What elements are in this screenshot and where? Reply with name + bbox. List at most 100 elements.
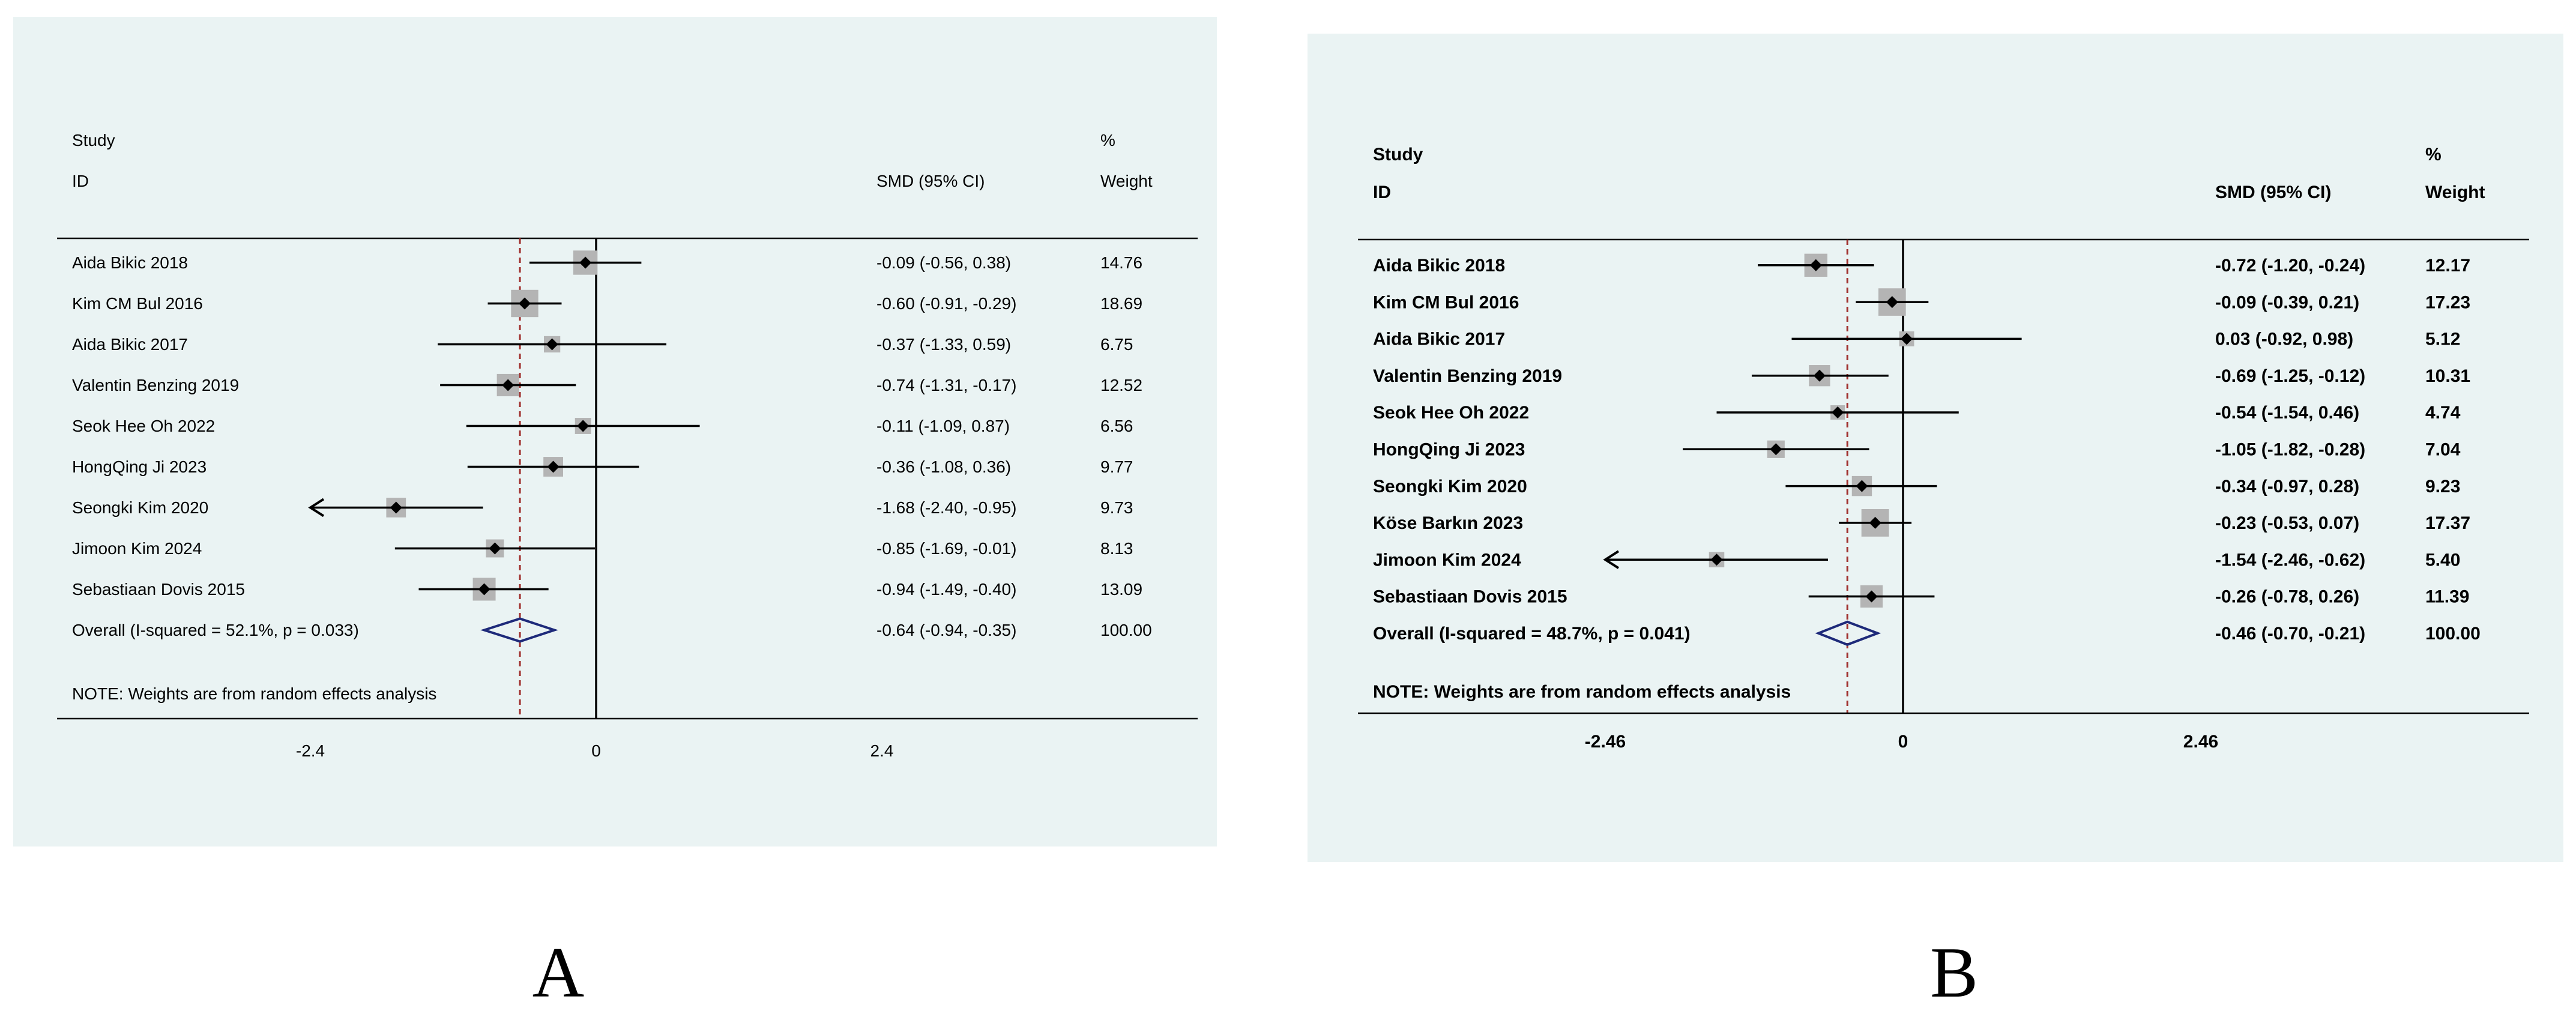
panel-b-study-weight: 11.39: [2425, 587, 2469, 607]
panel-a-letter: A: [532, 932, 585, 1012]
panel-b-study-ci: -0.34 (-0.97, 0.28): [2215, 477, 2359, 496]
panel-a-study-weight: 9.73: [1100, 498, 1133, 517]
panel-b-study-label: Valentin Benzing 2019: [1373, 366, 1562, 386]
panel-b-study-weight: 7.04: [2425, 440, 2461, 460]
panel-a-study-weight: 13.09: [1100, 580, 1142, 599]
panel-b-point-estimate: [1865, 590, 1878, 603]
panel-a-overall-label: Overall (I-squared = 52.1%, p = 0.033): [72, 621, 359, 639]
panel-a-study-ci: -0.36 (-1.08, 0.36): [876, 457, 1011, 476]
panel-b-study-ci: -0.69 (-1.25, -0.12): [2215, 366, 2365, 386]
panel-a-point-estimate: [478, 583, 490, 596]
panel-a-header-id: ID: [72, 172, 89, 190]
panel-a-header-percent: %: [1100, 131, 1115, 149]
panel-a-overall-ci: -0.64 (-0.94, -0.35): [876, 621, 1016, 639]
panel-b-letter: B: [1930, 932, 1978, 1012]
panel-b-study-label: Seongki Kim 2020: [1373, 477, 1527, 496]
panel-a-study-ci: -0.74 (-1.31, -0.17): [876, 376, 1016, 394]
panel-b-tick-label: 0: [1898, 732, 1908, 752]
panel-a-study-label: Aida Bikic 2018: [72, 253, 188, 272]
panel-b-study-ci: 0.03 (-0.92, 0.98): [2215, 330, 2353, 349]
panel-b-study-label: Kim CM Bul 2016: [1373, 292, 1519, 312]
panel-a-point-estimate: [502, 379, 514, 391]
panel-b-overall-diamond: [1815, 620, 1881, 646]
panel-b-overall-label: Overall (I-squared = 48.7%, p = 0.041): [1373, 624, 1691, 644]
panel-a-tick-label: -2.4: [296, 741, 325, 760]
panel-a-background: [13, 17, 1217, 846]
panel-b-overall-ci: -0.46 (-0.70, -0.21): [2215, 624, 2365, 644]
panel-b-study-label: Sebastiaan Dovis 2015: [1373, 587, 1567, 607]
panel-b-study-weight: 4.74: [2425, 403, 2461, 423]
panel-b-study-weight: 17.37: [2425, 513, 2470, 533]
panel-b-background: [1308, 34, 2563, 862]
panel-a-study-ci: -0.37 (-1.33, 0.59): [876, 335, 1011, 354]
panel-b-study-ci: -0.54 (-1.54, 0.46): [2215, 403, 2359, 423]
panel-b-study-weight: 5.12: [2425, 330, 2460, 349]
panel-b-header-percent: %: [2425, 145, 2442, 164]
panel-a-study-ci: -0.85 (-1.69, -0.01): [876, 539, 1016, 558]
panel-a-ci-arrow: [308, 498, 325, 518]
forest-plot-panel-a: Study ID SMD (95% CI)% Weight Aida Bikic 201…: [13, 17, 1217, 1012]
panel-b-study-label: Köse Barkın 2023: [1373, 513, 1523, 533]
panel-a-study-weight: 9.77: [1100, 457, 1133, 476]
panel-a-study-label: Sebastiaan Dovis 2015: [72, 580, 245, 599]
panel-b-study-label: Jimoon Kim 2024: [1373, 550, 1521, 570]
panel-a-header-smd: SMD (95% CI): [876, 172, 985, 190]
panel-b-study-label: Seok Hee Oh 2022: [1373, 403, 1529, 423]
panel-a-study-ci: -0.94 (-1.49, -0.40): [876, 580, 1016, 599]
panel-a-study-label: Kim CM Bul 2016: [72, 294, 203, 313]
panel-b-study-weight: 12.17: [2425, 256, 2470, 276]
panel-b-study-ci: -1.05 (-1.82, -0.28): [2215, 440, 2365, 460]
panel-a-study-weight: 6.56: [1100, 417, 1133, 435]
panel-b-study-ci: -1.54 (-2.46, -0.62): [2215, 550, 2365, 570]
panel-a-point-estimate: [519, 297, 531, 310]
panel-b-point-estimate: [1813, 369, 1826, 382]
panel-a-point-estimate: [577, 420, 590, 432]
panel-b-study-ci: -0.23 (-0.53, 0.07): [2215, 513, 2359, 533]
panel-a-study-label: Aida Bikic 2017: [72, 335, 188, 354]
panel-a-study-label: Seongki Kim 2020: [72, 498, 208, 517]
forest-plot-panel-b: Study ID SMD (95% CI)% Weight Aida Bikic 201…: [1308, 34, 2563, 1012]
panel-a-tick-label: 0: [591, 741, 601, 760]
panel-b-point-estimate: [1856, 480, 1868, 492]
panel-b-point-estimate: [1886, 296, 1898, 309]
panel-a-study-label: HongQing Ji 2023: [72, 457, 207, 476]
panel-b-study-weight: 9.23: [2425, 477, 2460, 496]
panel-a-study-weight: 12.52: [1100, 376, 1142, 394]
panel-b-study-weight: 5.40: [2425, 550, 2460, 570]
panel-b-overall-weight: 100.00: [2425, 624, 2481, 644]
panel-a-study-label: Seok Hee Oh 2022: [72, 417, 215, 435]
panel-a-study-weight: 14.76: [1100, 253, 1142, 272]
panel-b-header-id: ID: [1373, 183, 1391, 202]
panel-b-tick-label: -2.46: [1585, 732, 1626, 752]
panel-b-point-estimate: [1710, 554, 1723, 566]
panel-a-study-ci: -1.68 (-2.40, -0.95): [876, 498, 1016, 517]
panel-b-note: NOTE: Weights are from random effects an…: [1373, 682, 1791, 702]
panel-b-study-weight: 10.31: [2425, 366, 2470, 386]
panel-b-ci-arrow: [1603, 550, 1620, 569]
panel-b-point-estimate: [1809, 259, 1822, 271]
panel-a-header-study: Study: [72, 131, 115, 149]
panel-b-study-ci: -0.09 (-0.39, 0.21): [2215, 292, 2359, 312]
panel-b-header-weight: Weight: [2425, 183, 2485, 202]
panel-b-point-estimate: [1832, 406, 1844, 418]
panel-a-point-estimate: [390, 501, 402, 514]
panel-b-study-weight: 17.23: [2425, 292, 2470, 312]
panel-a-study-ci: -0.11 (-1.09, 0.87): [876, 417, 1010, 435]
panel-b-header-smd: SMD (95% CI): [2215, 183, 2331, 202]
panel-b-study-label: HongQing Ji 2023: [1373, 440, 1525, 460]
panel-b-point-estimate: [1770, 443, 1782, 456]
panel-a-study-weight: 6.75: [1100, 335, 1133, 354]
panel-b-header-study: Study: [1373, 145, 1423, 164]
panel-a-tick-label: 2.4: [870, 741, 894, 760]
panel-b-point-estimate: [1869, 516, 1881, 529]
panel-b-study-label: Aida Bikic 2018: [1373, 256, 1505, 276]
panel-a-study-weight: 18.69: [1100, 294, 1142, 313]
panel-a-study-label: Jimoon Kim 2024: [72, 539, 202, 558]
panel-a-point-estimate: [579, 256, 592, 269]
panel-a-overall-weight: 100.00: [1100, 621, 1152, 639]
panel-b-tick-label: 2.46: [2183, 732, 2218, 752]
panel-b-study-label: Aida Bikic 2017: [1373, 330, 1505, 349]
panel-a-study-weight: 8.13: [1100, 539, 1133, 558]
panel-b-study-ci: -0.72 (-1.20, -0.24): [2215, 256, 2365, 276]
